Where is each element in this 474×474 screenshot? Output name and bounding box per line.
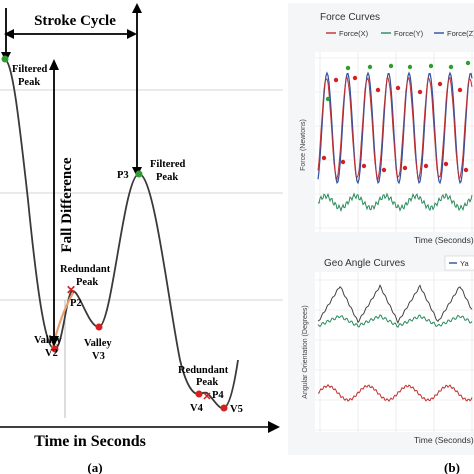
force-valley-marker — [402, 165, 408, 171]
angle-plot-area — [315, 272, 474, 432]
legend-yaw-label: Ya — [460, 259, 469, 268]
panel-a-grid — [0, 89, 283, 301]
force-peak-marker — [325, 96, 331, 102]
force-peak-marker — [407, 64, 413, 70]
force-valley-marker — [361, 163, 367, 169]
redundant-peak-1-label-line1: Redundant — [60, 264, 111, 275]
filtered-peak-1-label-line1: Filtered — [12, 64, 48, 75]
fall-difference-arrowhead-bottom — [49, 336, 59, 347]
filtered-peak-1-marker — [1, 55, 9, 63]
valley-v2-label-line1: Valley — [34, 335, 62, 346]
force-valley-marker — [381, 167, 387, 173]
force-peak-marker — [465, 60, 471, 66]
force-peak-marker — [457, 87, 463, 93]
panel-a: ✕ ✕ Stroke Cycle Fall Difference Filtere… — [0, 3, 283, 474]
force-valley-marker — [423, 163, 429, 169]
panel-a-x-axis-arrowhead — [268, 421, 280, 433]
redundant-peak-1-label-line2: Peak — [76, 277, 98, 288]
force-peak-marker — [352, 75, 358, 81]
force-peak-marker — [417, 89, 423, 95]
force-peak-marker — [395, 85, 401, 91]
force-peak-marker — [437, 81, 443, 87]
force-x-series — [317, 75, 473, 181]
angle-series-1 — [317, 284, 473, 325]
force-peak-marker — [428, 63, 434, 69]
force-valley-marker — [340, 159, 346, 165]
stroke-cycle-arrowhead-right — [127, 29, 137, 39]
force-plot-title: Force Curves — [320, 12, 380, 23]
panel-a-signal-curve — [3, 58, 239, 410]
angle-legend-box — [444, 255, 474, 271]
angle-plot-title: Geo Angle Curves — [324, 258, 405, 269]
force-peak-marker — [448, 64, 454, 70]
force-peak-marker — [375, 87, 381, 93]
force-y-series — [317, 192, 473, 213]
force-peak-marker — [388, 63, 394, 69]
valley-v4-marker — [195, 390, 203, 398]
panel-b-caption: (b) — [444, 460, 460, 474]
force-peak-marker — [367, 64, 373, 70]
force-peak-markers — [321, 60, 471, 173]
valley-v3-marker — [95, 323, 103, 331]
p2-label: P2 — [70, 298, 82, 309]
stroke-cycle-label: Stroke Cycle — [34, 13, 116, 29]
v4-label: V4 — [190, 403, 204, 414]
force-valley-marker — [463, 167, 469, 173]
filtered-peak-1-label-line2: Peak — [18, 77, 40, 88]
force-y-axis-label: Force (Newtons) — [300, 119, 307, 171]
valley-v3-label-line1: Valley — [84, 338, 112, 349]
filtered-peak-2-marker — [135, 170, 143, 178]
legend-force-z-label: Force(Z) — [447, 29, 474, 38]
force-valley-marker — [321, 155, 327, 161]
redundant-peak-2-label-line1: Redundant — [178, 365, 229, 376]
redundant-peak-p4-marker: ✕ — [202, 391, 211, 403]
v5-label: V5 — [230, 404, 243, 415]
stroke-cycle-arrowhead-left — [4, 29, 14, 39]
angle-y-axis-label: Angular Orientation (Degrees) — [302, 305, 309, 398]
filtered-peak-2-label-line1: Filtered — [150, 159, 186, 170]
cycle-end-arrowhead-top — [132, 3, 142, 13]
angle-series-3 — [317, 383, 473, 402]
filtered-peak-2-label-line2: Peak — [156, 172, 178, 183]
p3-label: P3 — [117, 170, 129, 181]
force-peak-marker — [333, 77, 339, 83]
angle-series-2 — [317, 314, 473, 328]
valley-v3-label-line2: V3 — [92, 351, 105, 362]
force-x-axis-label: Time (Seconds) — [414, 235, 474, 245]
panel-b: Force Curves Force(X) Force(Y) Force(Z) … — [288, 3, 474, 474]
redundant-peak-2-label-line2: Peak — [196, 377, 218, 388]
panel-a-caption: (a) — [87, 460, 102, 474]
valley-v5-marker — [220, 404, 228, 412]
angle-x-axis-label: Time (Seconds) — [414, 435, 474, 445]
p4-label: P4 — [212, 390, 224, 401]
force-peak-marker — [345, 65, 351, 71]
fall-difference-arrowhead-top — [49, 59, 59, 70]
redundant-peak-p2-marker: ✕ — [66, 283, 76, 297]
panel-a-x-axis-label: Time in Seconds — [34, 433, 146, 450]
legend-force-x-label: Force(X) — [339, 29, 369, 38]
fall-difference-label: Fall Difference — [59, 157, 75, 252]
valley-v2-label-line2: V2 — [45, 348, 58, 359]
force-plot-grid — [315, 52, 474, 232]
angle-plot-grid — [315, 272, 474, 432]
legend-force-y-label: Force(Y) — [394, 29, 424, 38]
force-valley-marker — [443, 161, 449, 167]
valley-v2-marker — [51, 345, 59, 353]
